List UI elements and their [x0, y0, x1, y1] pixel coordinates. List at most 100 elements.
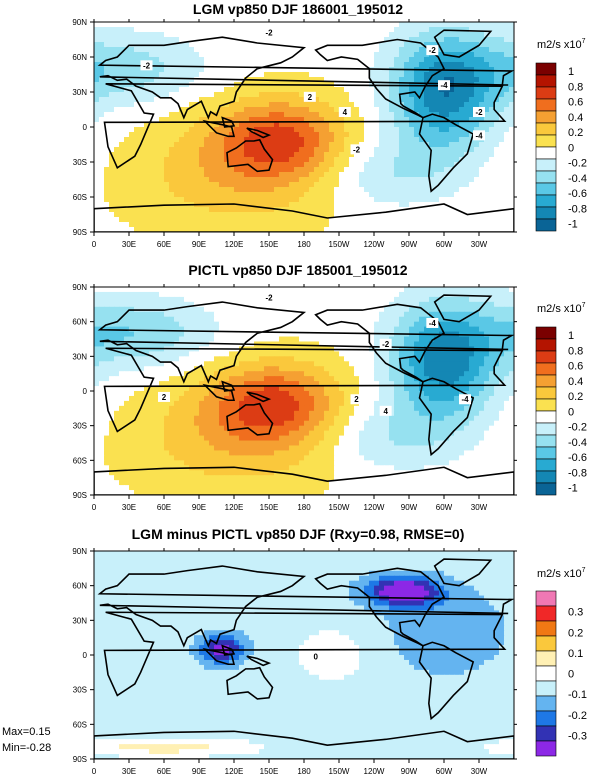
field-cell [409, 122, 415, 128]
field-cell [284, 192, 290, 198]
field-cell [139, 336, 145, 343]
field-cell [409, 346, 415, 352]
field-cell [129, 202, 135, 208]
field-cell [259, 162, 265, 168]
colorbar-swatch [535, 218, 557, 232]
field-cell [209, 162, 215, 168]
field-cell [239, 207, 245, 213]
field-cell [264, 102, 270, 108]
field-cell [124, 42, 130, 48]
field-cell [464, 107, 470, 113]
field-cell [344, 157, 350, 163]
contour-label: -2 [353, 145, 361, 154]
field-cell [259, 147, 265, 153]
field-cell [109, 117, 115, 123]
field-cell [254, 197, 260, 203]
field-cell [104, 361, 110, 367]
field-cell [384, 182, 390, 188]
field-cell [349, 137, 355, 143]
field-cell [369, 92, 375, 98]
field-cell [274, 172, 280, 178]
field-cell [184, 42, 190, 48]
field-cell [129, 37, 135, 43]
field-cell [374, 202, 380, 208]
field-cell [134, 336, 140, 343]
field-cell [209, 212, 215, 218]
field-cell [194, 92, 200, 98]
field-cell [484, 47, 490, 53]
field-cell [309, 77, 315, 83]
field-cell [154, 336, 160, 343]
field-cell [294, 27, 300, 33]
field-cell [339, 147, 345, 153]
field-cell [409, 112, 415, 118]
field-cell [374, 192, 380, 198]
field-cell [429, 97, 435, 103]
field-cell [99, 162, 105, 168]
field-cell [94, 192, 100, 198]
field-cell [394, 341, 400, 348]
field-cell [229, 117, 235, 123]
field-cell [154, 227, 160, 232]
field-cell [114, 187, 120, 193]
field-cell [374, 152, 380, 158]
field-cell [244, 147, 250, 153]
field-cell [174, 137, 180, 143]
field-cell [449, 301, 455, 308]
field-cell [244, 47, 250, 53]
field-cell [409, 182, 415, 188]
field-cell [334, 147, 340, 153]
field-cell [404, 47, 410, 53]
field-cell [344, 37, 350, 43]
field-cell [184, 296, 190, 303]
field-cell [469, 341, 475, 348]
field-cell [299, 321, 305, 328]
field-cell [494, 301, 500, 308]
field-cell [284, 311, 290, 318]
field-cell [229, 32, 235, 38]
colorbar-unit-label: m2/s x107 [537, 38, 586, 51]
field-cell [459, 122, 465, 128]
field-cell [304, 361, 310, 367]
field-cell [334, 187, 340, 193]
field-cell [149, 127, 155, 133]
field-cell [359, 172, 365, 178]
field-cell [129, 167, 135, 173]
field-cell [449, 97, 455, 103]
field-cell [464, 172, 470, 178]
field-cell [379, 52, 385, 58]
field-cell [429, 197, 435, 203]
field-cell [169, 142, 175, 148]
field-cell [239, 197, 245, 203]
field-cell [284, 177, 290, 183]
field-cell [279, 127, 285, 133]
field-cell [149, 311, 155, 318]
field-cell [179, 32, 185, 38]
field-cell [434, 162, 440, 168]
field-cell [244, 152, 250, 158]
field-cell [309, 57, 315, 63]
field-cell [499, 127, 505, 133]
field-cell [124, 346, 130, 352]
field-cell [164, 47, 170, 53]
field-cell [429, 207, 435, 213]
field-cell [389, 162, 395, 168]
field-cell [429, 27, 435, 33]
field-cell [254, 172, 260, 178]
field-cell [379, 122, 385, 128]
field-cell [429, 117, 435, 123]
field-cell [199, 316, 205, 323]
field-cell [94, 366, 100, 372]
field-cell [509, 351, 514, 357]
field-cell [384, 192, 390, 198]
field-cell [439, 316, 445, 323]
field-cell [259, 316, 265, 323]
field-cell [344, 291, 350, 298]
field-cell [104, 212, 110, 218]
field-cell [384, 157, 390, 163]
field-cell [504, 132, 510, 138]
field-cell [379, 77, 385, 83]
field-cell [489, 92, 495, 98]
field-cell [429, 192, 435, 198]
field-cell [374, 62, 380, 68]
